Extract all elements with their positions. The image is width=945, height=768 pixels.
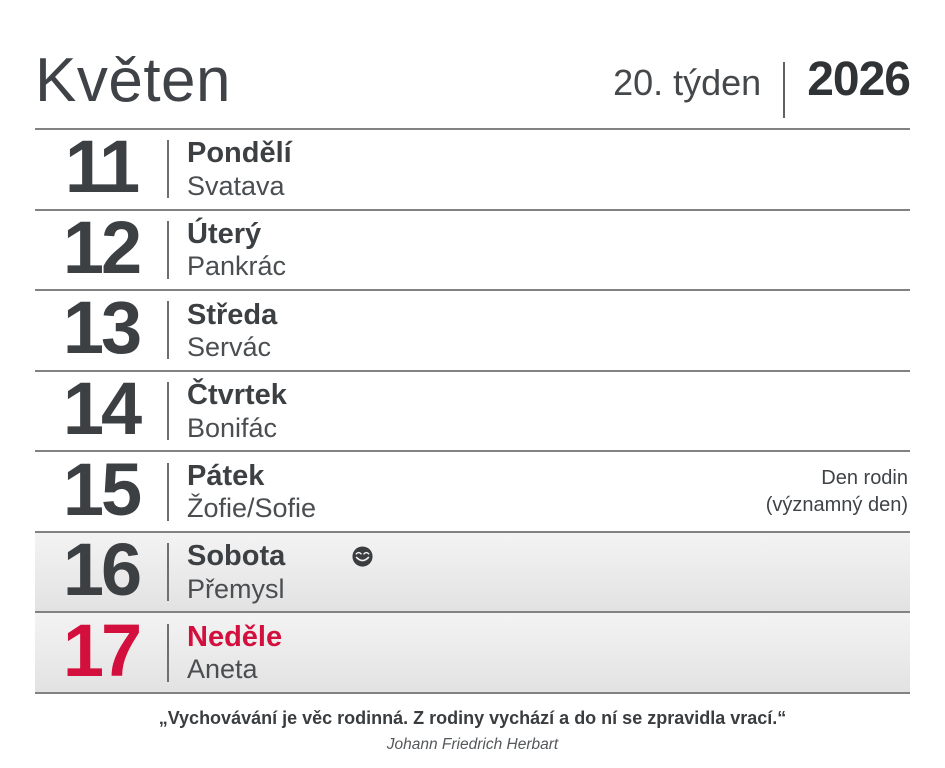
row-divider bbox=[167, 623, 169, 682]
day-number: 16 bbox=[62, 528, 142, 612]
day-row-thursday: 14 Čtvrtek Bonifác bbox=[35, 367, 910, 451]
name-day: Aneta bbox=[187, 654, 258, 685]
day-name: Pátek bbox=[187, 459, 265, 492]
header-week-year: 20. týden 2026 bbox=[613, 53, 911, 118]
footer-quote-block: „Vychovávání je věc rodinná. Z rodiny vy… bbox=[35, 694, 910, 754]
week-number: 20. týden bbox=[613, 62, 762, 103]
name-day: Pankrác bbox=[187, 251, 287, 282]
name-day: Svatava bbox=[187, 170, 285, 201]
new-moon-face-icon bbox=[352, 546, 373, 567]
day-row-sunday: 17 Neděle Aneta bbox=[35, 608, 910, 693]
day-text: Středa Servác bbox=[169, 291, 277, 370]
row-divider bbox=[167, 462, 169, 521]
day-name: Úterý bbox=[187, 217, 262, 250]
day-text: Neděle Aneta bbox=[169, 613, 282, 692]
day-text: Pondělí Svatava bbox=[169, 130, 292, 209]
day-number: 13 bbox=[62, 286, 142, 370]
day-text: Úterý Pankrác bbox=[169, 211, 286, 290]
quote-text: „Vychovávání je věc rodinná. Z rodiny vy… bbox=[158, 708, 787, 728]
day-row-tuesday: 12 Úterý Pankrác bbox=[35, 205, 910, 290]
name-day: Servác bbox=[187, 331, 272, 362]
day-name: Sobota bbox=[187, 540, 286, 573]
holiday-note-line2: (významný den) bbox=[765, 493, 908, 516]
row-divider bbox=[167, 543, 169, 602]
name-day: Přemysl bbox=[187, 573, 285, 604]
day-rows: 11 Pondělí Svatava 12 Úterý Pankrác 13 S… bbox=[35, 128, 910, 694]
day-name: Pondělí bbox=[187, 137, 292, 170]
day-row-wednesday: 13 Středa Servác bbox=[35, 289, 910, 370]
month-title: Květen bbox=[35, 46, 232, 115]
name-day: Žofie/Sofie bbox=[187, 493, 317, 524]
day-row-friday: 15 Pátek Žofie/Sofie Den rodin (významný… bbox=[35, 450, 910, 531]
day-name: Neděle bbox=[187, 620, 283, 653]
day-text: Čtvrtek Bonifác bbox=[169, 372, 287, 451]
day-row-saturday: 16 Sobota Přemysl bbox=[35, 528, 910, 612]
name-day: Bonifác bbox=[187, 412, 278, 443]
day-number: 17 bbox=[62, 608, 142, 692]
row-divider bbox=[167, 140, 169, 199]
day-name: Čtvrtek bbox=[187, 379, 287, 412]
row-divider bbox=[167, 220, 169, 279]
day-number: 12 bbox=[62, 205, 142, 289]
year-label: 2026 bbox=[807, 53, 911, 106]
holiday-note-line1: Den rodin bbox=[821, 466, 908, 489]
day-row-monday: 11 Pondělí Svatava bbox=[35, 128, 910, 209]
quote-author: Johann Friedrich Herbart bbox=[386, 735, 559, 753]
day-number: 11 bbox=[64, 125, 140, 209]
day-name: Středa bbox=[187, 298, 278, 331]
holiday-note: Den rodin (významný den) bbox=[766, 465, 910, 519]
day-text: Pátek Žofie/Sofie bbox=[169, 452, 316, 531]
day-number: 14 bbox=[62, 367, 142, 451]
row-divider bbox=[167, 382, 169, 441]
row-divider bbox=[167, 301, 169, 360]
header-divider bbox=[783, 62, 786, 118]
calendar-header: Květen 20. týden 2026 bbox=[35, 0, 911, 128]
day-text: Sobota Přemysl bbox=[169, 533, 374, 612]
day-number: 15 bbox=[62, 447, 142, 531]
day-name-line: Sobota bbox=[187, 540, 374, 573]
